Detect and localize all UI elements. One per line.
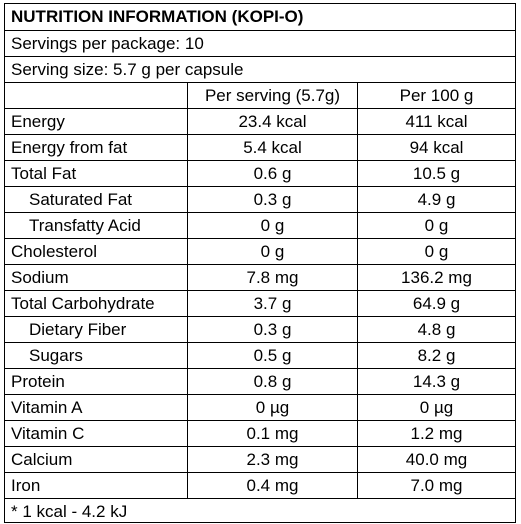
footnote: * 1 kcal - 4.2 kJ (11, 502, 128, 521)
serving-size: Serving size: 5.7 g per capsule (11, 60, 244, 79)
nutrient-label: Energy from fat (5, 135, 188, 160)
title-row: NUTRITION INFORMATION (KOPI-O) (5, 4, 515, 30)
per-serving-value: 0 g (188, 213, 358, 238)
per-serving-value: 0.4 mg (188, 473, 358, 498)
per-serving-value: 0.6 g (188, 161, 358, 186)
nutrient-label: Total Carbohydrate (5, 291, 188, 316)
nutrient-label: Vitamin C (5, 421, 188, 446)
per-serving-value: 0.3 g (188, 187, 358, 212)
servings-per-package: Servings per package: 10 (11, 34, 204, 53)
per-100g-value: 64.9 g (412, 294, 461, 313)
per-serving-value: 0.5 g (188, 343, 358, 368)
table-row: Dietary Fiber 0.3 g 4.8 g (5, 316, 515, 342)
table-row: Cholesterol 0 g 0 g (5, 238, 515, 264)
nutrient-label: Energy (5, 109, 188, 134)
per-100g-value: 0 g (424, 242, 449, 261)
per-serving-value: 0.3 g (188, 317, 358, 342)
table-row: Energy from fat 5.4 kcal 94 kcal (5, 134, 515, 160)
per-100g-value: 0 µg (419, 398, 454, 417)
servings-row: Servings per package: 10 (5, 30, 515, 56)
per-100g-value: 1.2 mg (410, 424, 463, 443)
table-row: Transfatty Acid 0 g 0 g (5, 212, 515, 238)
per-serving-value: 0.1 mg (188, 421, 358, 446)
footnote-row: * 1 kcal - 4.2 kJ (5, 498, 515, 522)
per-100g-value: 0 g (424, 216, 449, 235)
nutrient-label: Vitamin A (5, 395, 188, 420)
table-row: Protein 0.8 g 14.3 g (5, 368, 515, 394)
per-serving-value: 23.4 kcal (188, 109, 358, 134)
header-per-100g: Per 100 g (399, 86, 474, 105)
per-100g-value: 14.3 g (412, 372, 461, 391)
header-nutrient (5, 83, 188, 108)
nutrient-label: Sugars (5, 343, 188, 368)
nutrition-panel: NUTRITION INFORMATION (KOPI-O) Servings … (4, 3, 516, 523)
per-100g-value: 7.0 mg (410, 476, 463, 495)
table-row: Energy 23.4 kcal 411 kcal (5, 108, 515, 134)
serving-size-row: Serving size: 5.7 g per capsule (5, 56, 515, 82)
table-row: Saturated Fat 0.3 g 4.9 g (5, 186, 515, 212)
nutrient-label: Total Fat (5, 161, 188, 186)
per-serving-value: 0 g (188, 239, 358, 264)
table-row: Calcium 2.3 mg 40.0 mg (5, 446, 515, 472)
nutrient-label: Calcium (5, 447, 188, 472)
per-serving-value: 3.7 g (188, 291, 358, 316)
per-100g-value: 10.5 g (412, 164, 461, 183)
per-100g-value: 4.9 g (417, 190, 456, 209)
per-100g-value: 40.0 mg (405, 450, 468, 469)
table-row: Vitamin C 0.1 mg 1.2 mg (5, 420, 515, 446)
panel-title: NUTRITION INFORMATION (KOPI-O) (11, 7, 304, 26)
nutrient-label: Saturated Fat (5, 187, 188, 212)
nutrient-label: Transfatty Acid (5, 213, 188, 238)
nutrient-label: Protein (5, 369, 188, 394)
table-row: Total Fat 0.6 g 10.5 g (5, 160, 515, 186)
table-row: Iron 0.4 mg 7.0 mg (5, 472, 515, 498)
per-100g-value: 4.8 g (417, 320, 456, 339)
per-serving-value: 2.3 mg (188, 447, 358, 472)
table-row: Total Carbohydrate 3.7 g 64.9 g (5, 290, 515, 316)
per-100g-value: 8.2 g (417, 346, 456, 365)
per-serving-value: 5.4 kcal (188, 135, 358, 160)
per-100g-value: 94 kcal (409, 138, 464, 157)
per-serving-value: 0.8 g (188, 369, 358, 394)
nutrient-label: Iron (5, 473, 188, 498)
nutrient-label: Dietary Fiber (5, 317, 188, 342)
per-100g-value: 411 kcal (405, 112, 468, 131)
per-serving-value: 7.8 mg (188, 265, 358, 290)
table-row: Sugars 0.5 g 8.2 g (5, 342, 515, 368)
header-per-serving: Per serving (5.7g) (188, 83, 358, 108)
per-serving-value: 0 µg (188, 395, 358, 420)
nutrient-label: Cholesterol (5, 239, 188, 264)
header-row: Per serving (5.7g) Per 100 g (5, 82, 515, 108)
per-100g-value: 136.2 mg (401, 268, 472, 287)
nutrient-label: Sodium (5, 265, 188, 290)
table-row: Vitamin A 0 µg 0 µg (5, 394, 515, 420)
table-row: Sodium 7.8 mg 136.2 mg (5, 264, 515, 290)
